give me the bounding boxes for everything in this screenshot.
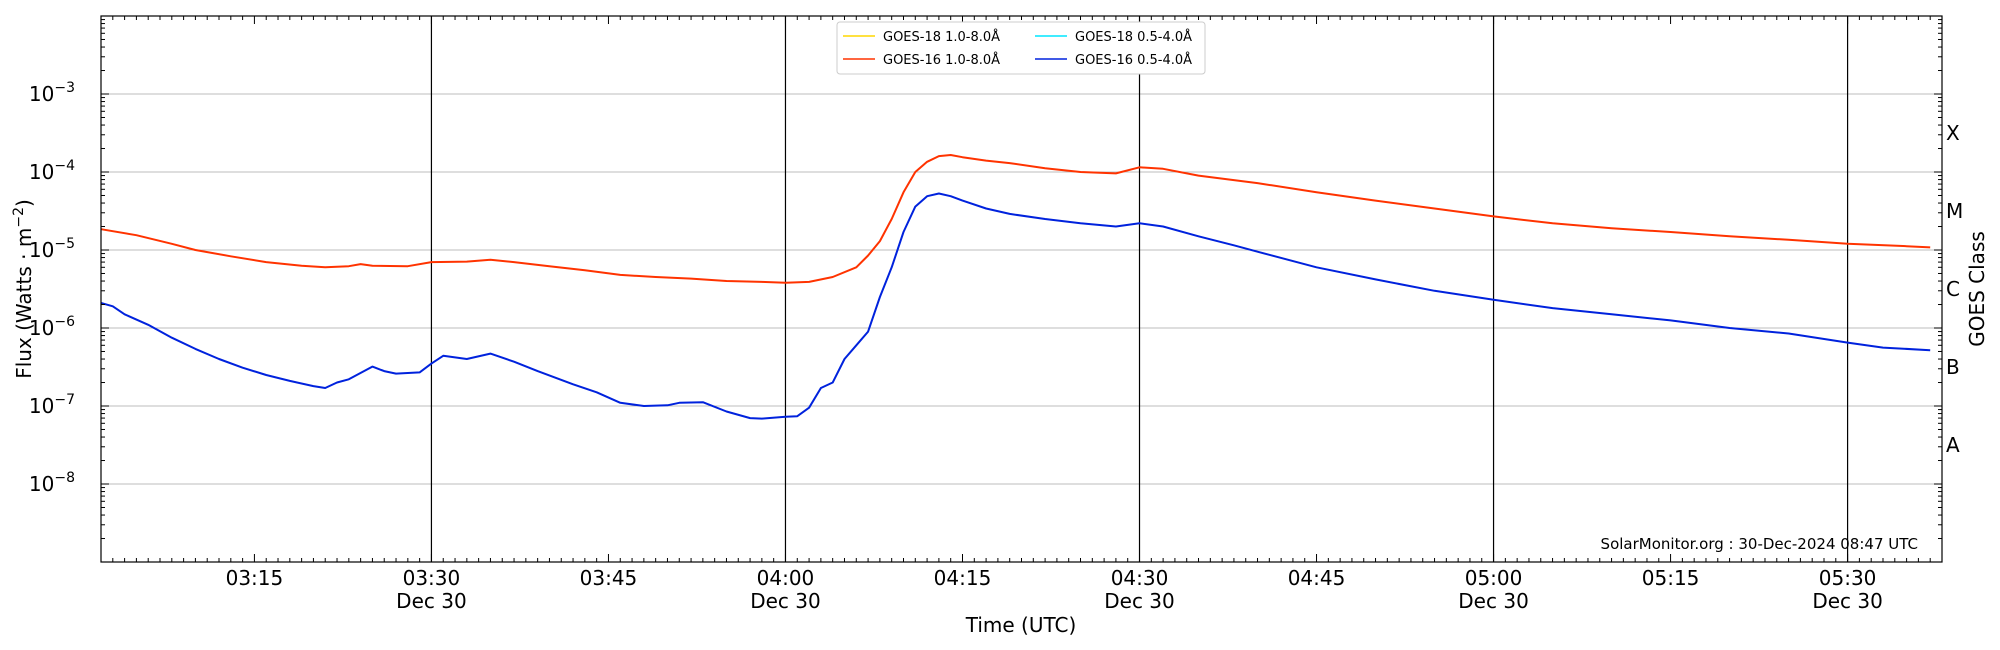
x-tick-date-label: Dec 30 [1458, 589, 1529, 613]
plot-frame [100, 15, 1943, 563]
goes-class-labels: A B C M X [1946, 121, 1963, 457]
goes-class-axis-title: GOES Class [1965, 231, 1989, 347]
x-tick-date-label: Dec 30 [396, 589, 467, 613]
x-axis-title: Time (UTC) [965, 613, 1077, 637]
y-tick-label: 10−4 [29, 158, 75, 184]
legend-label: GOES-16 0.5-4.0Å [1075, 52, 1192, 68]
legend-label: GOES-16 1.0-8.0Å [883, 52, 1000, 68]
y-tick-exponent: −6 [54, 314, 75, 330]
series-lines [100, 154, 1931, 420]
legend-box [836, 21, 1206, 75]
y-tick-exponent: −7 [54, 392, 75, 408]
y-tick-base: 10 [29, 238, 54, 262]
y-tick-base: 10 [29, 160, 54, 184]
series-line [100, 154, 1931, 284]
source-annotation: SolarMonitor.org : 30-Dec-2024 08:47 UTC [1601, 535, 1918, 553]
x-tick-label: 04:45 [1288, 566, 1346, 590]
goes-class-label: C [1946, 277, 1960, 301]
y-tick-exponent: −5 [54, 236, 75, 252]
y-tick-label: 10−3 [29, 80, 75, 106]
y-tick-base: 10 [29, 82, 54, 106]
legend: GOES-18 1.0-8.0Å GOES-16 1.0-8.0Å GOES-18 … [836, 21, 1206, 75]
x-tick-label: 03:30 [403, 566, 461, 590]
grid-lines [101, 93, 1942, 485]
y-tick-exponent: −4 [54, 158, 75, 174]
y-axis-title: Flux (Watts · m−2) [11, 199, 36, 379]
y-tick-labels: 10−810−710−610−510−410−3 [29, 80, 75, 496]
x-tick-label: 05:30 [1819, 566, 1877, 590]
x-tick-date-label: Dec 30 [750, 589, 821, 613]
x-tick-label: 03:45 [580, 566, 638, 590]
y-tick-base: 10 [29, 394, 54, 418]
x-tick-label: 05:00 [1465, 566, 1523, 590]
x-tick-date-label: Dec 30 [1812, 589, 1883, 613]
axis-ticks [100, 16, 1943, 563]
vertical-hour-lines [430, 16, 1849, 562]
y-tick-base: 10 [29, 472, 54, 496]
y-tick-label: 10−7 [29, 392, 75, 418]
goes-class-label: A [1946, 433, 1960, 457]
y-tick-label: 10−8 [29, 470, 75, 496]
x-tick-label: 05:15 [1642, 566, 1700, 590]
series-line [100, 192, 1931, 420]
goes-class-label: M [1946, 199, 1963, 223]
y-tick-label: 10−5 [29, 236, 75, 262]
goes-class-label: B [1946, 355, 1960, 379]
x-tick-label: 04:30 [1111, 566, 1169, 590]
legend-label: GOES-18 0.5-4.0Å [1075, 29, 1192, 45]
y-tick-exponent: −8 [54, 470, 75, 486]
goes-class-label: X [1946, 121, 1960, 145]
x-tick-label: 03:15 [226, 566, 284, 590]
legend-label: GOES-18 1.0-8.0Å [883, 29, 1000, 45]
y-tick-label: 10−6 [29, 314, 75, 340]
y-tick-base: 10 [29, 316, 54, 340]
x-tick-label: 04:00 [757, 566, 815, 590]
x-tick-label: 04:15 [934, 566, 992, 590]
x-tick-date-label: Dec 30 [1104, 589, 1175, 613]
y-tick-exponent: −3 [54, 80, 75, 96]
